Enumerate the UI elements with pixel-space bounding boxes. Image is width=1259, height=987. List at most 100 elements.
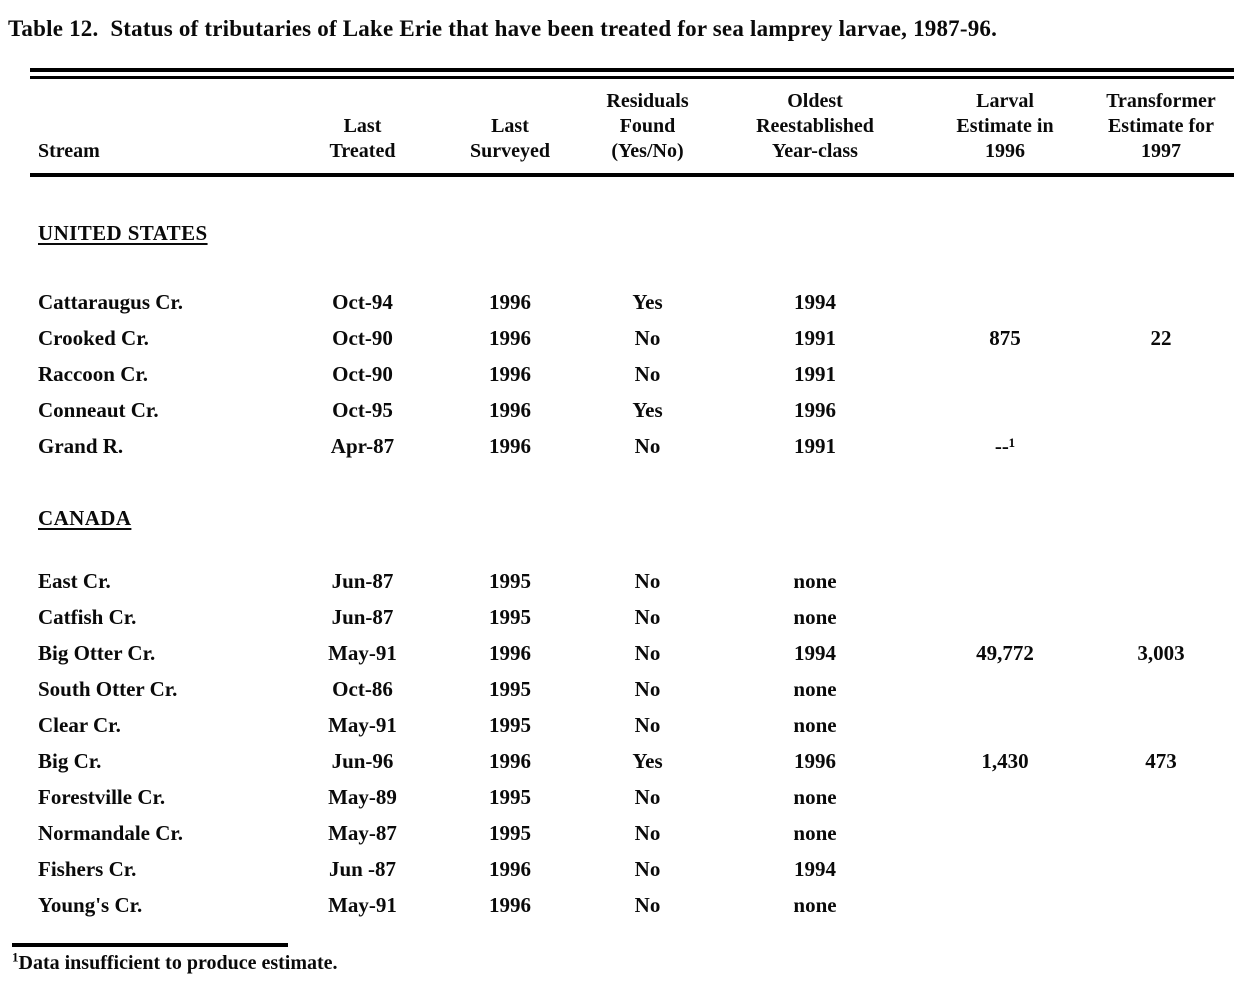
cell-stream: Grand R.: [38, 433, 124, 458]
cell-residuals-found: Yes: [632, 397, 663, 422]
cell-last-treated: May-91: [328, 640, 397, 665]
cell-residuals-found: No: [634, 604, 661, 629]
cell-last-surveyed: 1995: [489, 784, 531, 809]
cell-stream: Normandale Cr.: [38, 820, 184, 845]
cell-stream: Raccoon Cr.: [38, 361, 149, 386]
cell-oldest-reestablished-year-class: none: [793, 568, 837, 593]
cell-residuals-found: No: [634, 325, 661, 350]
cell-residuals-found: No: [634, 892, 661, 917]
cell-residuals-found: No: [634, 820, 661, 845]
section-heading: UNITED STATES: [38, 221, 208, 245]
table-row: Big Otter Cr. May-91 1996 No 1994 49,772 3,003: [30, 635, 1234, 671]
footnote-marker: 1: [12, 949, 19, 965]
column-header-larval-estimate-1996: Larval Estimate in 1996: [956, 90, 1054, 162]
cell-oldest-reestablished-year-class: 1994: [794, 289, 836, 314]
cell-last-treated: Jun-96: [331, 748, 394, 773]
cell-last-surveyed: 1996: [489, 748, 531, 773]
cell-last-surveyed: 1995: [489, 676, 531, 701]
footnote: 1Data insufficient to produce estimate.: [12, 949, 1239, 975]
table-body: UNITED STATES Cattaraugus Cr. Oct-94 1996 Ye…: [30, 221, 1234, 923]
table-title: Table 12. Status of tributaries of Lake …: [8, 16, 998, 41]
cell-stream: Crooked Cr.: [38, 325, 149, 350]
table-row: Cattaraugus Cr. Oct-94 1996 Yes 1994: [30, 284, 1234, 320]
cell-last-treated: May-89: [328, 784, 397, 809]
cell-stream: Clear Cr.: [38, 712, 121, 737]
cell-last-treated: Jun -87: [328, 856, 397, 881]
cell-larval-estimate-1996: --¹: [994, 433, 1016, 458]
cell-last-treated: Apr-87: [330, 433, 395, 458]
cell-stream: Forestville Cr.: [38, 784, 166, 809]
cell-oldest-reestablished-year-class: 1996: [794, 397, 836, 422]
cell-oldest-reestablished-year-class: 1994: [794, 856, 836, 881]
cell-oldest-reestablished-year-class: 1994: [794, 640, 836, 665]
cell-stream: Big Otter Cr.: [38, 640, 156, 665]
cell-last-surveyed: 1996: [489, 397, 531, 422]
cell-oldest-reestablished-year-class: 1991: [794, 325, 836, 350]
cell-last-treated: May-91: [328, 712, 397, 737]
footnote-separator-rule: [12, 943, 288, 947]
cell-stream: South Otter Cr.: [38, 676, 178, 701]
cell-oldest-reestablished-year-class: 1996: [794, 748, 836, 773]
cell-last-surveyed: 1996: [489, 361, 531, 386]
cell-last-treated: Oct-95: [332, 397, 393, 422]
cell-last-surveyed: 1995: [489, 820, 531, 845]
cell-oldest-reestablished-year-class: none: [793, 892, 837, 917]
cell-larval-estimate-1996: 1,430: [981, 748, 1029, 773]
table-header-row: Stream Last Treated Last Surveyed Residu…: [30, 79, 1234, 173]
table-row: Raccoon Cr. Oct-90 1996 No 1991: [30, 356, 1234, 392]
cell-transformer-estimate-1997: 3,003: [1137, 640, 1185, 665]
cell-last-treated: Jun-87: [331, 568, 394, 593]
cell-residuals-found: No: [634, 676, 661, 701]
cell-stream: Cattaraugus Cr.: [38, 289, 184, 314]
cell-oldest-reestablished-year-class: 1991: [794, 433, 836, 458]
column-header-transformer-estimate-1997: Transformer Estimate for 1997: [1106, 90, 1216, 162]
column-header-last-treated: Last Treated: [329, 115, 396, 162]
cell-last-surveyed: 1995: [489, 712, 531, 737]
data-table: Stream Last Treated Last Surveyed Residu…: [30, 68, 1234, 923]
table-row: Catfish Cr. Jun-87 1995 No none: [30, 599, 1234, 635]
table-row: Grand R. Apr-87 1996 No 1991 --¹: [30, 428, 1234, 464]
footnote-text: Data insufficient to produce estimate.: [18, 952, 338, 974]
cell-stream: Catfish Cr.: [38, 604, 137, 629]
cell-last-treated: Oct-90: [332, 361, 393, 386]
table-row: Crooked Cr. Oct-90 1996 No 1991 875 22: [30, 320, 1234, 356]
cell-last-surveyed: 1996: [489, 892, 531, 917]
cell-last-surveyed: 1996: [489, 856, 531, 881]
cell-residuals-found: Yes: [632, 748, 663, 773]
cell-oldest-reestablished-year-class: none: [793, 712, 837, 737]
cell-stream: Young's Cr.: [38, 892, 143, 917]
cell-last-surveyed: 1996: [489, 289, 531, 314]
cell-last-treated: May-91: [328, 892, 397, 917]
cell-last-treated: Oct-86: [332, 676, 393, 701]
column-header-residuals-found: Residuals Found (Yes/No): [606, 90, 689, 162]
cell-oldest-reestablished-year-class: none: [793, 676, 837, 701]
cell-last-surveyed: 1996: [489, 640, 531, 665]
table-row: Young's Cr. May-91 1996 No none: [30, 887, 1234, 923]
cell-residuals-found: No: [634, 784, 661, 809]
table-top-rule: [30, 68, 1234, 79]
cell-last-treated: Jun-87: [331, 604, 394, 629]
cell-last-treated: Oct-90: [332, 325, 393, 350]
cell-last-treated: May-87: [328, 820, 397, 845]
table-row: Fishers Cr. Jun -87 1996 No 1994: [30, 851, 1234, 887]
cell-residuals-found: No: [634, 568, 661, 593]
cell-stream: Conneaut Cr.: [38, 397, 159, 422]
table-row: East Cr. Jun-87 1995 No none: [30, 563, 1234, 599]
table-row: Normandale Cr. May-87 1995 No none: [30, 815, 1234, 851]
cell-stream: Fishers Cr.: [38, 856, 137, 881]
cell-oldest-reestablished-year-class: none: [793, 604, 837, 629]
header-bottom-rule: [30, 173, 1234, 177]
cell-transformer-estimate-1997: 473: [1145, 748, 1177, 773]
table-row: Conneaut Cr. Oct-95 1996 Yes 1996: [30, 392, 1234, 428]
table-row: Clear Cr. May-91 1995 No none: [30, 707, 1234, 743]
cell-residuals-found: No: [634, 361, 661, 386]
cell-oldest-reestablished-year-class: none: [793, 820, 837, 845]
cell-last-surveyed: 1995: [489, 568, 531, 593]
column-header-last-surveyed: Last Surveyed: [470, 115, 550, 162]
column-header-stream: Stream: [38, 140, 100, 162]
cell-last-surveyed: 1996: [489, 325, 531, 350]
table-row: Big Cr. Jun-96 1996 Yes 1996 1,430 473: [30, 743, 1234, 779]
cell-residuals-found: No: [634, 712, 661, 737]
cell-residuals-found: Yes: [632, 289, 663, 314]
